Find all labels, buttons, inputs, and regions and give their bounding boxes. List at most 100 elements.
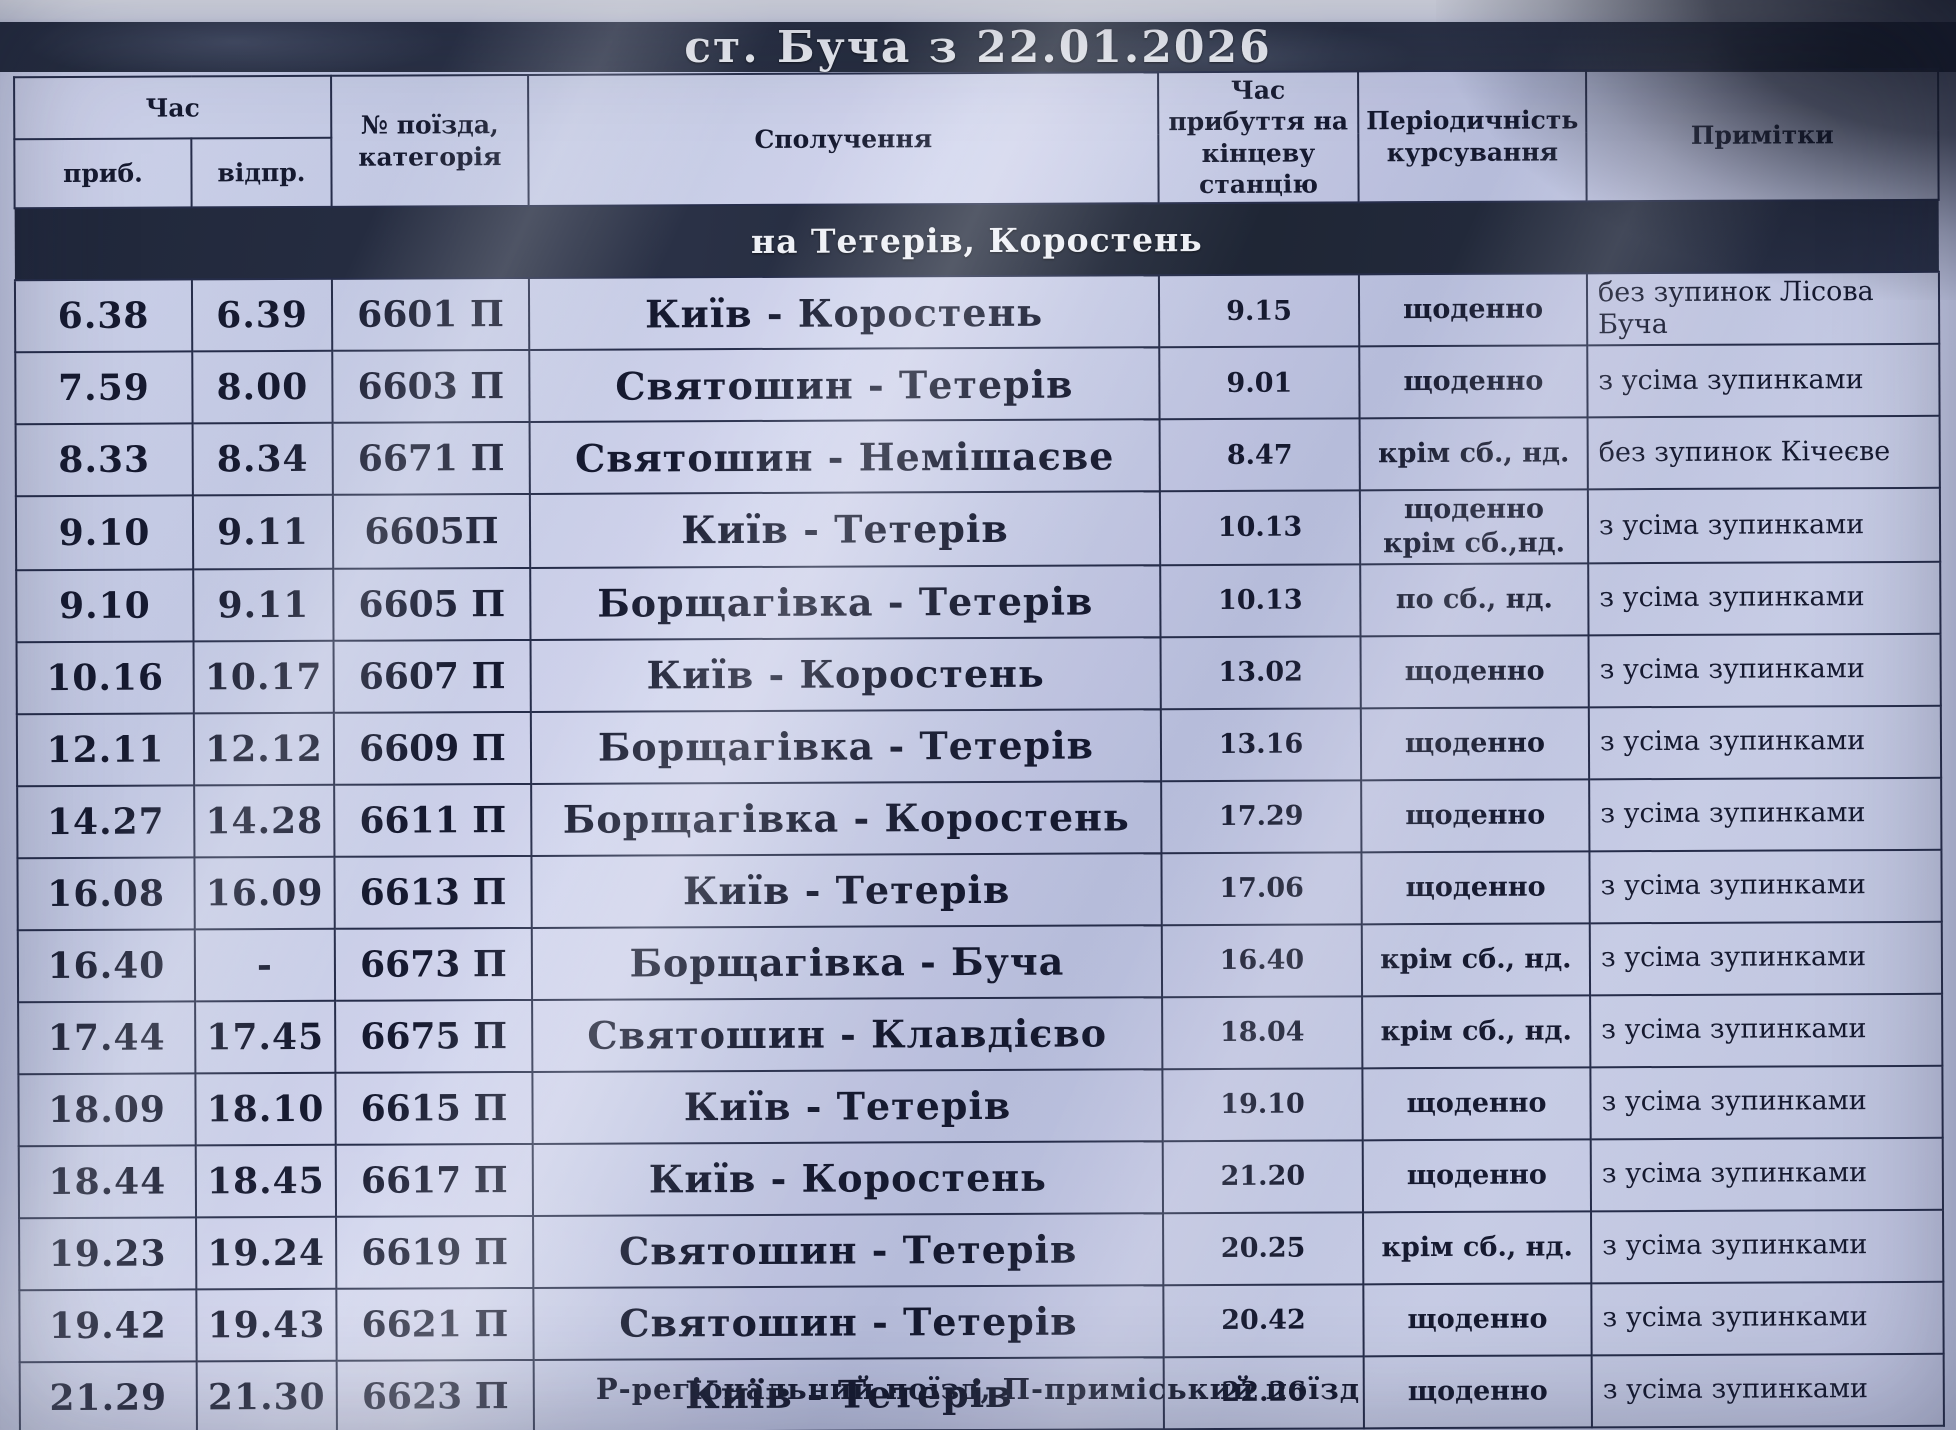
cell-route: Київ - Коростень (532, 1140, 1164, 1216)
table-row: 9.10 9.11 6605П Київ - Тетерів 10.13 щод… (15, 487, 1941, 570)
cell-periodicity: щоденно (1360, 634, 1589, 708)
cell-arrival-time: 14.27 (17, 784, 195, 858)
cell-final-arrival: 17.06 (1161, 851, 1362, 925)
cell-arrival-time: 19.23 (19, 1216, 197, 1290)
cell-periodicity: щоденно крім сб.,нд. (1359, 489, 1589, 564)
cell-train-number: 6607 П (333, 639, 531, 713)
cell-arrival-time: 12.11 (16, 712, 195, 786)
table-row: 10.16 10.17 6607 П Київ - Коростень 13.0… (16, 633, 1941, 714)
cell-periodicity: щоденно (1359, 345, 1588, 419)
header-final-arrival: Час прибуття на кінцеву станцію (1158, 71, 1359, 204)
cell-departure-time: - (194, 928, 336, 1001)
cell-route: Київ - Коростень (530, 636, 1161, 712)
title-band: ст. Буча з 22.01.2026 (0, 21, 1956, 73)
cell-train-number: 6613 П (334, 855, 532, 929)
cell-train-number: 6619 П (336, 1215, 534, 1289)
cell-notes: без зупинок Лісова Буча (1586, 271, 1940, 346)
header-periodicity: Періодичність курсування (1358, 70, 1587, 203)
cell-departure-time: 8.00 (192, 350, 333, 424)
cell-train-number: 6675 П (335, 999, 533, 1073)
cell-notes: з усіма зупинками (1590, 1137, 1944, 1211)
cell-arrival-time: 6.38 (14, 279, 193, 353)
cell-final-arrival: 17.29 (1161, 779, 1362, 853)
cell-route: Святошин - Немішаєве (529, 419, 1160, 494)
cell-route: Київ - Тетерів (529, 491, 1161, 568)
table-row: 17.44 17.45 6675 П Святошин - Клавдієво … (18, 993, 1943, 1074)
header-departure: відпр. (191, 138, 332, 208)
cell-departure-time: 10.17 (193, 640, 334, 713)
section-band: на Тетерів, Коростень (14, 199, 1939, 281)
cell-arrival-time: 18.09 (18, 1072, 196, 1146)
cell-train-number: 6601 П (331, 277, 530, 351)
cell-periodicity: щоденно (1362, 1066, 1591, 1140)
table-header: Час № поїзда, категорія Сполучення Час п… (14, 68, 1939, 209)
cell-final-arrival: 10.13 (1160, 563, 1361, 637)
cell-route: Київ - Коростень (528, 275, 1160, 350)
cell-notes: з усіма зупинками (1589, 921, 1943, 995)
cell-route: Святошин - Клавдієво (532, 996, 1163, 1072)
cell-route: Борщагівка - Тетерів (530, 708, 1162, 784)
cell-periodicity: щоденно (1362, 1138, 1592, 1212)
cell-arrival-time: 17.44 (18, 1000, 196, 1074)
cell-final-arrival: 20.25 (1163, 1211, 1364, 1285)
cell-notes: без зупинок Кічеєве (1587, 415, 1940, 490)
cell-periodicity: крім сб., нд. (1359, 417, 1588, 491)
cell-notes: з усіма зупинками (1590, 1065, 1943, 1139)
cell-periodicity: щоденно (1361, 778, 1590, 852)
cell-notes: з усіма зупинками (1590, 993, 1943, 1067)
table-row: 12.11 12.12 6609 П Борщагівка - Тетерів … (16, 705, 1942, 786)
section-title: на Тетерів, Коростень (14, 199, 1939, 281)
cell-departure-time: 18.10 (195, 1072, 336, 1145)
cell-departure-time: 19.24 (196, 1216, 337, 1289)
table-row: 16.08 16.09 6613 П Київ - Тетерів 17.06 … (17, 849, 1942, 930)
cell-departure-time: 12.12 (193, 712, 335, 785)
cell-periodicity: по сб., нд. (1360, 562, 1589, 636)
cell-arrival-time: 10.16 (16, 640, 194, 714)
cell-route: Київ - Тетерів (532, 1068, 1163, 1144)
cell-notes: з усіма зупинками (1589, 849, 1942, 923)
page-title: ст. Буча з 22.01.2026 (684, 21, 1272, 73)
table-row: 18.44 18.45 6617 П Київ - Коростень 21.2… (18, 1137, 1944, 1218)
cell-arrival-time: 9.10 (15, 495, 194, 570)
cell-final-arrival: 21.20 (1162, 1139, 1364, 1213)
header-train-number: № поїзда, категорія (331, 74, 529, 207)
table-row: 14.27 14.28 6611 П Борщагівка - Коростен… (17, 777, 1942, 858)
cell-periodicity: крім сб., нд. (1361, 922, 1591, 996)
footer-legend: Р-регіональний поїзд, П-приміський поїзд (595, 1372, 1361, 1406)
cell-notes: з усіма зупинками (1587, 343, 1940, 418)
header-arrival: приб. (14, 138, 192, 209)
cell-final-arrival: 19.10 (1162, 1067, 1363, 1141)
cell-notes: з усіма зупинками (1587, 487, 1941, 563)
cell-final-arrival: 13.16 (1160, 707, 1362, 781)
cell-route: Борщагівка - Буча (531, 924, 1163, 1000)
cell-arrival-time: 19.42 (19, 1288, 197, 1362)
cell-train-number: 6611 П (334, 783, 532, 857)
cell-train-number: 6671 П (332, 421, 530, 495)
cell-notes: з усіма зупинками (1588, 705, 1942, 779)
table-row: 19.42 19.43 6621 П Святошин - Тетерів 20… (19, 1281, 1944, 1362)
cell-periodicity: крім сб., нд. (1363, 1210, 1592, 1284)
cell-route: Борщагівка - Тетерів (530, 564, 1161, 640)
cell-route: Київ - Тетерів (531, 852, 1162, 928)
header-time-group: Час (14, 75, 332, 140)
cell-final-arrival: 16.40 (1161, 923, 1363, 997)
table-row: 16.40 - 6673 П Борщагівка - Буча 16.40 к… (17, 921, 1943, 1002)
cell-arrival-time: 18.44 (18, 1144, 197, 1218)
cell-train-number: 6615 П (335, 1071, 533, 1145)
table-row: 8.33 8.34 6671 П Святошин - Немішаєве 8.… (15, 415, 1940, 497)
timetable-table: Час № поїзда, категорія Сполучення Час п… (13, 68, 1945, 1430)
cell-route: Святошин - Тетерів (533, 1212, 1164, 1288)
cell-departure-time: 9.11 (192, 494, 334, 569)
table-row: 6.38 6.39 6601 П Київ - Коростень 9.15 щ… (14, 271, 1940, 353)
cell-arrival-time: 8.33 (15, 423, 193, 497)
cell-departure-time: 8.34 (192, 422, 333, 496)
cell-departure-time: 17.45 (195, 1000, 336, 1073)
cell-train-number: 6605 П (333, 567, 531, 641)
timetable-sheet: Час № поїзда, категорія Сполучення Час п… (13, 68, 1945, 1430)
table-row: 9.10 9.11 6605 П Борщагівка - Тетерів 10… (16, 561, 1941, 642)
cell-final-arrival: 10.13 (1159, 490, 1361, 565)
cell-route: Святошин - Тетерів (533, 1284, 1164, 1360)
cell-train-number: 6621 П (336, 1287, 534, 1361)
cell-arrival-time: 16.40 (17, 928, 196, 1002)
header-notes: Примітки (1586, 68, 1939, 202)
